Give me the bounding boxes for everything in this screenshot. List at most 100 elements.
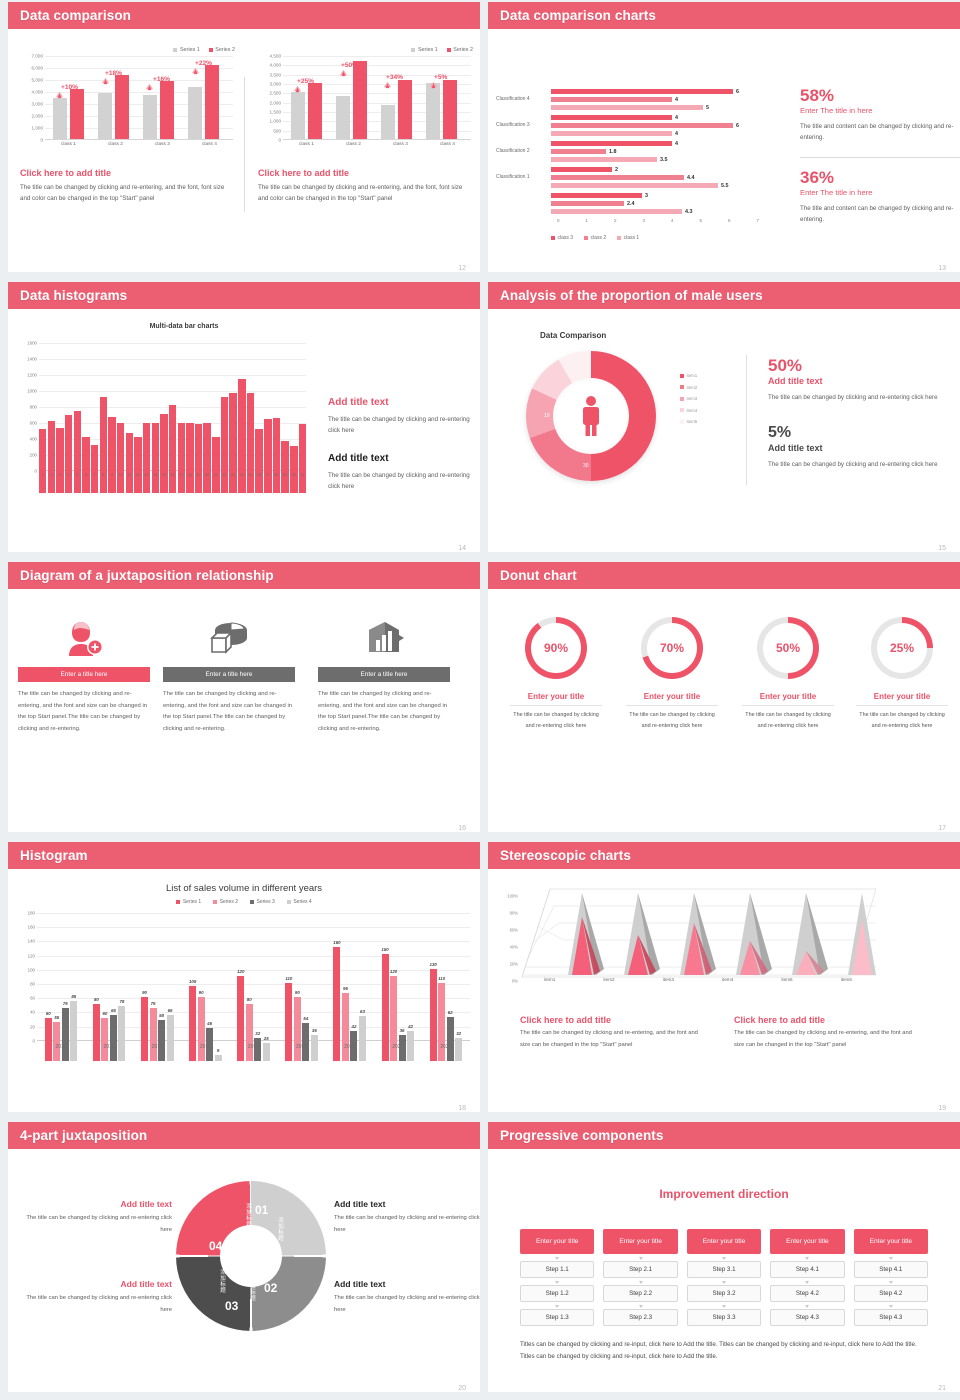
- slide-title: 4-part juxtaposition: [20, 1128, 148, 1143]
- x-axis: class 1 class 2 class 3 class 4: [299, 142, 455, 147]
- stat-heading: Enter The title in here: [800, 187, 873, 197]
- divider: [742, 705, 834, 706]
- step-item[interactable]: Step 4.3: [770, 1309, 845, 1326]
- slice-label: 30: [583, 463, 589, 469]
- step-item[interactable]: Step 2.1: [603, 1261, 678, 1278]
- column-header-button[interactable]: Enter your title: [853, 1229, 929, 1254]
- column-2: Enter a title here The title can be chan…: [163, 613, 295, 735]
- slide-title-bar: Data comparison charts: [488, 2, 960, 29]
- column-header-button[interactable]: Enter your title: [686, 1229, 762, 1254]
- stat-percent: 5%: [768, 424, 792, 442]
- title-button[interactable]: Enter a title here: [18, 667, 150, 682]
- slice-label: 10: [544, 413, 550, 419]
- slide-title-bar: Diagram of a juxtaposition relationship: [8, 562, 480, 589]
- step-item[interactable]: Step 1.2: [520, 1285, 595, 1302]
- ring-percent: 90%: [531, 623, 581, 673]
- step-item[interactable]: Step 3.1: [686, 1261, 762, 1278]
- arrow-up-icon: [101, 77, 110, 85]
- step-item[interactable]: Step 4.3: [853, 1309, 929, 1326]
- y-axis: 1600 1400 1200 1000 800 600 400 200 0: [27, 340, 37, 474]
- block-body: The title can be changed by clicking and…: [334, 1295, 480, 1313]
- slide-title-bar: Progressive components: [488, 1122, 960, 1149]
- male-person-icon: [583, 396, 599, 436]
- row-label: Classification 4: [496, 96, 530, 102]
- step-item[interactable]: Step 2.2: [603, 1285, 678, 1302]
- legend-item: class 2: [584, 235, 606, 241]
- segment-number: 03: [225, 1299, 239, 1313]
- block-body: The title can be changed by clicking and…: [734, 1030, 912, 1048]
- title-button[interactable]: Enter a title here: [163, 667, 295, 682]
- slide-body: 01 02 03 04 添加标题 添加标题 添加标题 添加标题 Add titl…: [8, 1149, 480, 1392]
- cone-6: [848, 893, 876, 975]
- step-item[interactable]: Step 4.2: [770, 1285, 845, 1302]
- step-item[interactable]: Step 2.3: [603, 1309, 678, 1326]
- growth-label: +34%: [386, 74, 404, 81]
- plot-area: [37, 913, 470, 1041]
- arrow-up-icon: [145, 83, 154, 91]
- block-heading: Add title text: [328, 397, 389, 408]
- step-item[interactable]: Step 4.1: [770, 1261, 845, 1278]
- plot-area: +25% +50% +34% +5%: [283, 56, 471, 140]
- step-item[interactable]: Step 1.1: [520, 1261, 595, 1278]
- x-axis: class 1 class 2 class 3 class 4: [61, 142, 217, 147]
- ring-title: Enter your title: [759, 692, 817, 701]
- block-body: The title can be changed by clicking and…: [26, 1215, 172, 1233]
- slide-stereoscopic-charts: Stereoscopic charts 100% 80% 60% 40% 20% 0%: [480, 840, 960, 1120]
- cone-2: [624, 893, 660, 975]
- legend-item: Series 4: [286, 899, 312, 905]
- ring-body: The title can be changed by clicking and…: [513, 712, 599, 729]
- ring-body: The title can be changed by clicking and…: [629, 712, 715, 729]
- text-panel: Add title text The title can be changed …: [328, 397, 483, 493]
- slide-title: Progressive components: [500, 1128, 664, 1143]
- step-column: Enter your title Step 4.1 Step 4.2 Step …: [853, 1229, 929, 1326]
- slide-title-bar: 4-part juxtaposition: [8, 1122, 480, 1149]
- slide-progressive-components: Progressive components Improvement direc…: [480, 1120, 960, 1400]
- cone-3: [680, 893, 716, 975]
- column-header-button[interactable]: Enter your title: [770, 1229, 845, 1254]
- plot-area-3d: [521, 888, 876, 978]
- ring-percent: 50%: [763, 623, 813, 673]
- stats-panel: 50% Add title text The title can be chan…: [768, 357, 948, 471]
- block-body: The title can be changed by clicking and…: [334, 1215, 480, 1233]
- chart-panel-left: Series 1 Series 2 7,000 6,000 5,000 4,000 3…: [20, 47, 235, 205]
- step-item[interactable]: Step 4.1: [853, 1261, 929, 1278]
- stat-percent: 58%: [800, 86, 835, 105]
- row-label: Classification 3: [496, 122, 530, 128]
- block-heading: Add title text: [334, 1279, 386, 1289]
- slide-body: Classification 4 Classification 3 Classi…: [488, 29, 960, 272]
- divider: [626, 705, 718, 706]
- legend-item: item4: [680, 408, 697, 413]
- column-header-button[interactable]: Enter your title: [603, 1229, 678, 1254]
- slide-title-bar: Stereoscopic charts: [488, 842, 960, 869]
- step-item[interactable]: Step 1.3: [520, 1309, 595, 1326]
- panel-body: The title can be changed by clicking and…: [20, 184, 225, 203]
- slide-body: 90% Enter your title The title can be ch…: [488, 589, 960, 832]
- ring-title: Enter your title: [527, 692, 585, 701]
- block-heading: Add title text: [334, 1199, 386, 1209]
- column-body: The title can be changed by clicking and…: [18, 691, 148, 732]
- bar-groups: 60 55 75 85 80 60 65 78 90 75 58 65 105 90 46 9 120 8…: [37, 933, 470, 1061]
- slide-title-bar: Donut chart: [488, 562, 960, 589]
- step-item[interactable]: Step 3.2: [686, 1285, 762, 1302]
- slide-title-bar: Data histograms: [8, 282, 480, 309]
- slide-data-histograms: Data histograms Multi-data bar charts 16…: [0, 280, 480, 560]
- step-item[interactable]: Step 4.2: [853, 1285, 929, 1302]
- row-label: Classification 1: [496, 174, 530, 180]
- growth-label: +18%: [105, 70, 123, 77]
- text-block-1: Click here to add title The title can be…: [520, 1015, 698, 1051]
- slide-title-bar: Histogram: [8, 842, 480, 869]
- legend-item: item1: [680, 373, 697, 378]
- bar-group: 110 90 54 36: [278, 933, 326, 1061]
- progress-ring: 70%: [641, 617, 703, 679]
- column-header-button[interactable]: Enter your title: [520, 1229, 595, 1254]
- stat-body: The title and content can be changed by …: [800, 122, 954, 142]
- bar-group: 60 55 75 85: [37, 933, 85, 1061]
- chart-legend: Series 1 Series 2: [258, 47, 473, 53]
- bar-series: [39, 365, 307, 493]
- title-button[interactable]: Enter a title here: [318, 667, 450, 682]
- row-label: Classification 2: [496, 148, 530, 154]
- ring-body: The title can be changed by clicking and…: [745, 712, 831, 729]
- step-item[interactable]: Step 3.3: [686, 1309, 762, 1326]
